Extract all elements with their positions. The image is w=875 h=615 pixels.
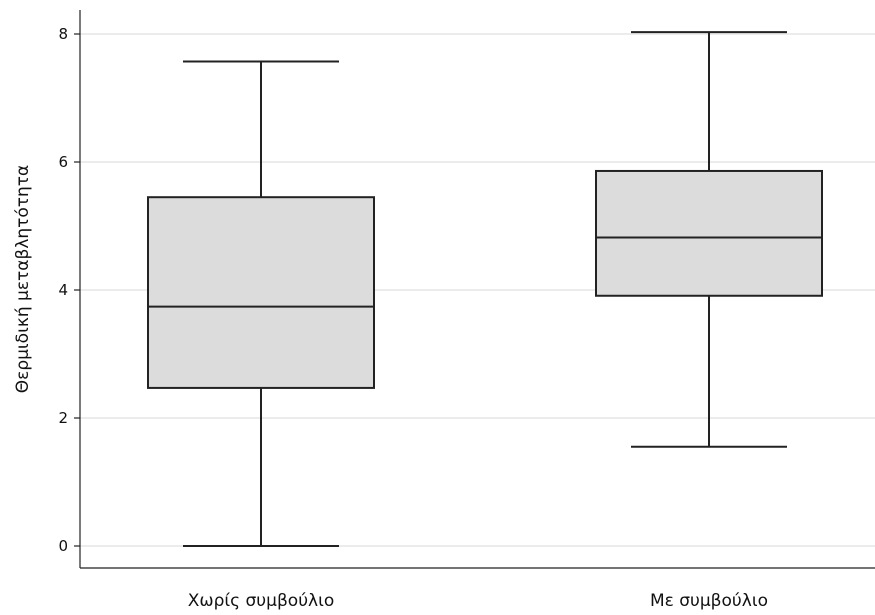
- y-tick-label: 8: [58, 25, 68, 43]
- y-tick-label: 0: [58, 537, 68, 555]
- box-group: [147, 60, 375, 547]
- y-tick-label: 4: [58, 281, 68, 299]
- x-category-label: Χωρίς συμβούλιο: [188, 591, 335, 611]
- x-category-label: Με συμβούλιο: [650, 591, 768, 611]
- y-tick-label: 6: [58, 153, 68, 171]
- y-tick-label: 2: [58, 409, 68, 427]
- iqr-box: [147, 196, 375, 389]
- box-layer: [147, 31, 823, 547]
- iqr-box: [595, 169, 823, 297]
- y-axis-title: Θερμιδική μεταβλητότητα: [13, 165, 33, 394]
- axis-layer: [74, 10, 875, 569]
- label-layer: 0 2 4 6 8 Χωρίς συμβούλιο Με συμβούλιο: [58, 25, 768, 611]
- box-group: [595, 31, 823, 448]
